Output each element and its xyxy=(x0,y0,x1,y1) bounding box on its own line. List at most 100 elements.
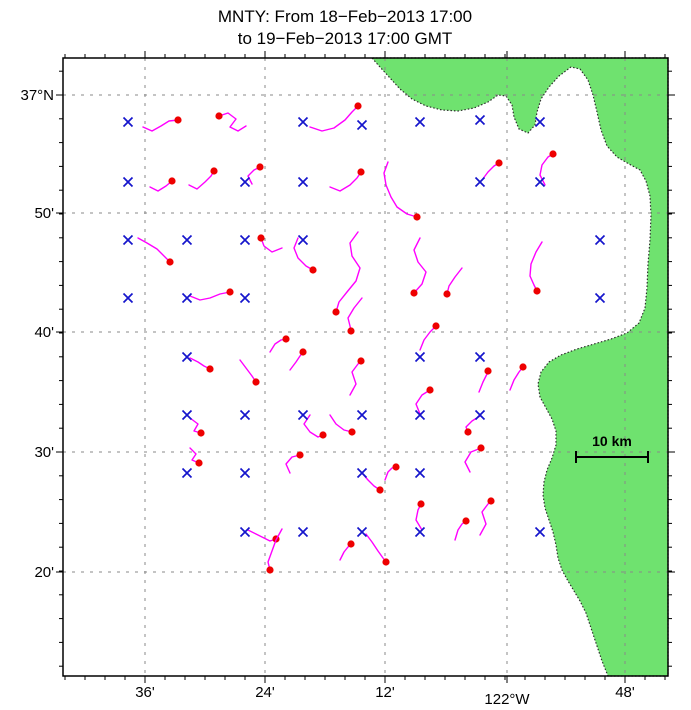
grid-x-marker xyxy=(239,176,251,188)
drifter-endpoint xyxy=(519,363,527,371)
trajectory-path xyxy=(285,454,301,474)
grid-x-marker xyxy=(297,526,309,538)
drifter-endpoint xyxy=(495,159,503,167)
y-axis-tick-label: 30' xyxy=(34,444,54,461)
trajectory-layer xyxy=(137,102,557,574)
scale-bar-label: 10 km xyxy=(592,433,632,449)
grid-x-marker xyxy=(181,409,193,421)
scale-bar: 10 km xyxy=(575,433,649,463)
drifter-endpoint xyxy=(195,459,203,467)
frame-layer xyxy=(56,51,675,683)
drifter-endpoint xyxy=(257,234,265,242)
grid-x-marker xyxy=(297,234,309,246)
grid-x-marker xyxy=(474,176,486,188)
x-axis-tick-label: 36' xyxy=(135,684,155,701)
drifter-endpoint xyxy=(549,150,557,158)
drifter-endpoint xyxy=(484,367,492,375)
drifter-endpoint xyxy=(252,378,260,386)
grid-x-marker xyxy=(414,467,426,479)
grid-x-marker xyxy=(181,467,193,479)
trajectory-path xyxy=(413,237,427,294)
grid-x-marker xyxy=(122,116,134,128)
trajectory-path xyxy=(149,180,173,192)
trajectory-path xyxy=(509,366,524,391)
trajectory-path xyxy=(137,237,171,263)
land-layer xyxy=(370,57,669,677)
grid-x-marker xyxy=(414,116,426,128)
drifter-endpoint xyxy=(357,168,365,176)
drifter-endpoint xyxy=(354,102,362,110)
trajectory-path xyxy=(189,291,231,301)
drifter-endpoint xyxy=(432,322,440,330)
trajectory-path xyxy=(479,500,492,536)
x-axis-tick-label: 24' xyxy=(255,684,275,701)
trajectory-path xyxy=(464,447,482,473)
drifter-endpoint xyxy=(426,386,434,394)
grid-x-marker xyxy=(122,176,134,188)
figure-title-line2: to 19−Feb−2013 17:00 GMT xyxy=(238,29,453,48)
trajectory-path xyxy=(365,533,387,563)
grid-x-marker xyxy=(534,526,546,538)
marker-layer xyxy=(122,114,606,538)
trajectory-path xyxy=(260,237,283,253)
drifter-endpoint xyxy=(347,327,355,335)
grid-x-marker xyxy=(594,234,606,246)
trajectory-path xyxy=(247,529,277,542)
drifter-endpoint xyxy=(256,163,264,171)
drifter-endpoint xyxy=(296,451,304,459)
grid-x-marker xyxy=(181,351,193,363)
x-axis-tick-label: 122°W xyxy=(484,691,530,708)
drifter-endpoint xyxy=(477,444,485,452)
grid-x-marker xyxy=(414,526,426,538)
drifter-endpoint xyxy=(348,428,356,436)
x-axis-tick-label: 12' xyxy=(375,684,395,701)
grid-x-marker xyxy=(239,467,251,479)
x-axis-tick-label: 48' xyxy=(615,684,635,701)
drifter-endpoint xyxy=(392,463,400,471)
trajectory-path xyxy=(419,325,437,351)
trajectory-path xyxy=(329,414,353,433)
trajectory-path xyxy=(415,503,423,531)
y-axis-tick-label: 37°N xyxy=(20,87,54,104)
trajectory-path xyxy=(218,112,247,132)
drifter-endpoint xyxy=(266,566,274,574)
grid-x-marker xyxy=(181,234,193,246)
drifter-endpoint xyxy=(443,290,451,298)
figure-title-line1: MNTY: From 18−Feb−2013 17:00 xyxy=(218,7,472,26)
trajectory-path xyxy=(189,447,200,464)
trajectory-path xyxy=(188,170,215,190)
trajectory-path xyxy=(335,231,361,313)
drifter-endpoint xyxy=(376,486,384,494)
drifter-endpoint xyxy=(357,357,365,365)
drifter-endpoint xyxy=(413,213,421,221)
grid-x-marker xyxy=(356,526,368,538)
grid-x-marker xyxy=(356,409,368,421)
drifter-endpoint xyxy=(210,167,218,175)
grid-x-marker xyxy=(534,116,546,128)
grid-x-marker xyxy=(356,467,368,479)
axis-label-layer: 36' 24' 12' 122°W 48' 37°N 50' 40' 30' 20' xyxy=(20,87,634,708)
trajectory-path xyxy=(349,360,362,396)
gridline-layer xyxy=(63,58,668,676)
grid-x-marker xyxy=(122,292,134,304)
trajectory-path xyxy=(383,161,418,218)
trajectory-path xyxy=(347,297,363,332)
drifter-endpoint xyxy=(319,431,327,439)
grid-x-marker xyxy=(594,292,606,304)
trajectory-path xyxy=(309,105,359,132)
drifter-endpoint xyxy=(166,258,174,266)
grid-x-marker xyxy=(297,409,309,421)
drifter-endpoint xyxy=(309,266,317,274)
drifter-endpoint xyxy=(410,289,418,297)
drifter-endpoint xyxy=(197,429,205,437)
drifter-endpoint xyxy=(299,348,307,356)
grid-x-marker xyxy=(414,409,426,421)
grid-x-marker xyxy=(122,234,134,246)
y-axis-tick-label: 40' xyxy=(34,324,54,341)
grid-x-marker xyxy=(534,176,546,188)
drifter-endpoint xyxy=(533,287,541,295)
drifter-endpoint xyxy=(206,365,214,373)
grid-x-marker xyxy=(474,351,486,363)
